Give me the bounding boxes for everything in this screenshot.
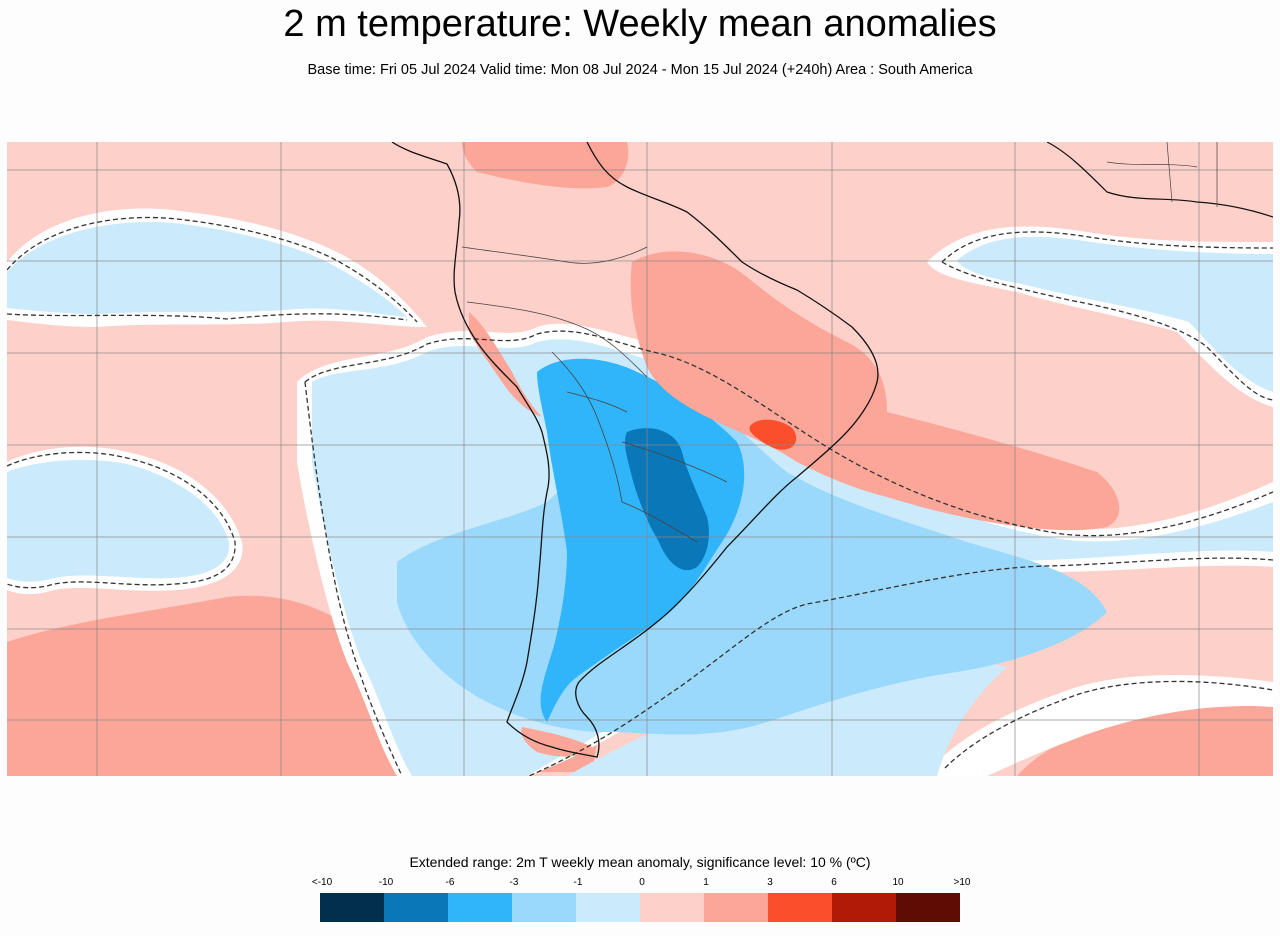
legend-tick-label: 3 — [767, 877, 773, 888]
warm-anomaly-south-east — [1017, 703, 1273, 776]
warm-anomaly-patagonia — [521, 727, 592, 757]
legend-tick-label: 0 — [639, 877, 645, 888]
cool-anomaly-northeast — [957, 236, 1273, 392]
legend-swatch — [896, 893, 960, 922]
legend-swatch — [320, 893, 384, 922]
warm-anomaly-north — [462, 142, 629, 189]
cool-anomaly-west — [7, 459, 230, 582]
warm-anomaly-brazil — [630, 251, 1120, 531]
legend-swatch — [640, 893, 704, 922]
legend-tick-label: >10 — [953, 877, 971, 888]
page-title: 2 m temperature: Weekly mean anomalies — [283, 3, 997, 45]
legend-tick-label: <-10 — [311, 877, 333, 888]
legend-swatch — [576, 893, 640, 922]
significance-contours — [7, 216, 1273, 776]
legend-tick-label: -10 — [378, 877, 394, 888]
legend-tick-label: -1 — [573, 877, 583, 888]
legend-tick-label: -3 — [509, 877, 519, 888]
cool-anomaly-extreme — [624, 428, 709, 571]
neutral-halo-southeast — [937, 675, 1273, 776]
legend-swatch — [832, 893, 896, 922]
africa-coastline — [1046, 142, 1273, 218]
legend-tick-label: 1 — [703, 877, 709, 888]
legend-swatch — [768, 893, 832, 922]
warm-anomaly-hotspot — [749, 419, 797, 450]
south-america-coastline — [391, 142, 879, 758]
legend-colorbar — [320, 893, 960, 922]
anomaly-map — [7, 142, 1273, 776]
country-borders — [461, 246, 728, 543]
page-subtitle: Base time: Fri 05 Jul 2024 Valid time: M… — [307, 62, 973, 78]
africa-borders — [1106, 142, 1218, 207]
cool-anomaly-northwest — [7, 221, 407, 317]
legend-swatch — [512, 893, 576, 922]
map-svg — [7, 142, 1273, 776]
cool-anomaly-south-east-edge — [567, 659, 1007, 776]
legend-tick-label: -6 — [445, 877, 455, 888]
cool-anomaly-strong — [537, 358, 745, 722]
legend-ticks: <-10 -10 -6 -3 -1 0 1 3 6 10 >10 — [0, 877, 1280, 889]
legend-swatch — [384, 893, 448, 922]
legend-swatch — [448, 893, 512, 922]
legend-tick-label: 6 — [831, 877, 837, 888]
legend-title: Extended range: 2m T weekly mean anomaly… — [409, 854, 871, 870]
legend-swatch — [704, 893, 768, 922]
warm-anomaly-andes-north — [469, 312, 542, 417]
legend-tick-label: 10 — [892, 877, 904, 888]
